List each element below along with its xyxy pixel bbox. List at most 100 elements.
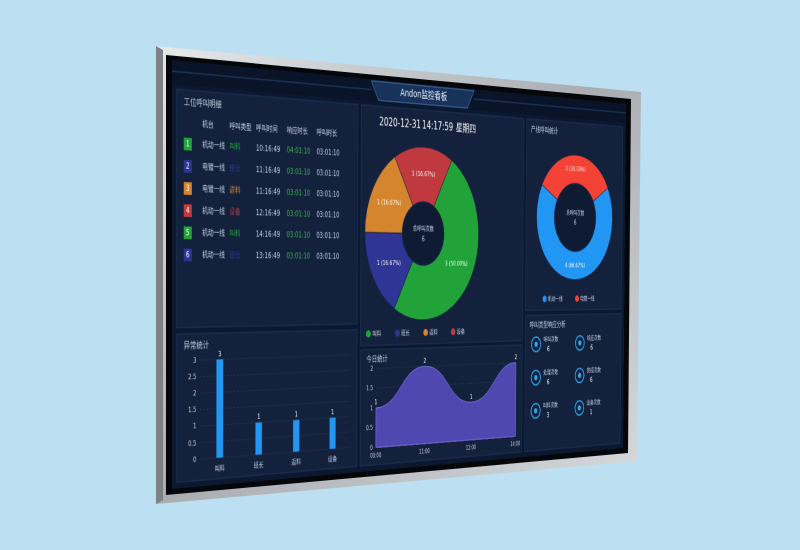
slice-label: 4 (66.67%) <box>565 262 585 269</box>
panel <box>177 330 357 482</box>
slice-label: 2 (33.33%) <box>566 165 586 173</box>
cell: 电镀一线 <box>202 162 225 173</box>
center-value: 6 <box>574 218 577 226</box>
cell: 03:01:10 <box>287 251 311 261</box>
legend-label: 设备 <box>457 327 465 336</box>
stat-label: 处理次数 <box>543 367 558 376</box>
point-value: 1 <box>470 393 473 401</box>
cell: 11:16:49 <box>256 164 281 175</box>
slice-label: 1 (16.67%) <box>377 259 401 267</box>
center-label: 总呼叫次数 <box>413 223 434 232</box>
y-tick-label: 1.5 <box>188 406 196 415</box>
bar-value: 1 <box>295 411 298 419</box>
y-tick-label: 1 <box>193 422 196 431</box>
y-tick-label: 0 <box>193 455 196 464</box>
point-value: 2 <box>515 353 517 361</box>
cell: 13:16:49 <box>256 250 281 260</box>
cell: 14:16:49 <box>256 229 281 239</box>
area <box>376 363 516 448</box>
y-tick-label: 0 <box>370 444 373 452</box>
cell: 03:01:10 <box>316 230 339 240</box>
point-value: 1 <box>375 398 378 406</box>
row-number: 1 <box>186 139 190 149</box>
column-header: 呼叫时间 <box>256 123 278 134</box>
column-header: 呼叫类型 <box>229 121 251 132</box>
center-value: 6 <box>422 234 425 243</box>
row-badge <box>183 248 192 262</box>
cell: 03:01:10 <box>317 168 340 178</box>
stat-value: 6 <box>590 343 593 351</box>
cell: 机动一线 <box>202 140 225 151</box>
cell: 03:01:10 <box>287 230 311 240</box>
stats-title: 呼叫类型响应分析 <box>530 320 566 330</box>
row-number: 5 <box>186 227 190 237</box>
x-tick-label: 12:00 <box>466 445 476 452</box>
y-tick-label: 1 <box>370 404 373 412</box>
bar-value: 3 <box>218 350 221 359</box>
panel <box>360 105 523 346</box>
row-number: 6 <box>186 249 190 259</box>
stat-value: 1 <box>590 408 593 416</box>
date: 2020-12-31 <box>379 115 421 131</box>
column-header: 机台 <box>202 119 213 130</box>
cell: 班长 <box>229 250 240 260</box>
bar-value: 1 <box>331 408 334 416</box>
cell: 03:01:10 <box>316 251 339 260</box>
legend-label: 返料 <box>429 327 438 336</box>
time: 14:17:59 <box>422 119 453 134</box>
weekday: 星期四 <box>456 121 476 135</box>
stat-value: 6 <box>590 375 593 383</box>
y-tick-label: 3 <box>193 356 196 365</box>
cell: 叫料 <box>229 228 240 238</box>
chart-title: 异常统计 <box>184 340 209 352</box>
slice-label: 1 (16.67%) <box>412 170 435 179</box>
slice-label: 1 (16.67%) <box>377 198 401 207</box>
row-badge <box>183 181 192 195</box>
cell: 03:01:10 <box>316 210 339 220</box>
pie-slice <box>395 145 452 207</box>
cell: 机动一线 <box>202 250 225 260</box>
bar-value: 1 <box>257 413 260 422</box>
y-tick-label: 2 <box>193 389 196 398</box>
row-badge <box>183 137 192 151</box>
bar <box>329 417 336 450</box>
legend-label: 机动一线 <box>548 294 563 302</box>
legend-label: 叫料 <box>372 329 381 338</box>
cell: 叫料 <box>229 141 240 151</box>
legend-label: 班长 <box>401 328 410 337</box>
cell: 04:01:10 <box>287 145 311 156</box>
row-number: 3 <box>186 183 190 193</box>
bar <box>293 419 300 452</box>
bezel-side <box>156 46 163 504</box>
title-box <box>371 81 474 109</box>
cell: 10:16:49 <box>256 143 281 154</box>
x-tick-label: 返料 <box>291 457 301 467</box>
panel <box>177 89 358 327</box>
stat-value: 6 <box>547 378 550 386</box>
cell: 返料 <box>229 185 240 195</box>
x-tick-label: 设备 <box>328 454 337 464</box>
cell: 设备 <box>229 207 241 217</box>
cell: 03:01:10 <box>287 209 311 219</box>
stat-label: 叫料次数 <box>543 400 558 409</box>
y-tick-label: 1.5 <box>366 384 373 392</box>
cell: 机动一线 <box>202 228 225 238</box>
cell: 电镀一线 <box>202 184 225 195</box>
slice-label: 3 (50.00%) <box>445 259 468 267</box>
stat-label: 呼叫次数 <box>544 334 559 343</box>
cell: 11:16:49 <box>256 186 281 196</box>
header-bar <box>172 60 627 124</box>
bar <box>255 422 262 455</box>
row-number: 2 <box>186 161 190 171</box>
stat-label: 设备次数 <box>586 398 600 407</box>
y-tick-label: 2.5 <box>188 372 196 381</box>
cell: 03:01:10 <box>317 147 340 158</box>
stat-label: 完成次数 <box>587 365 601 374</box>
row-number: 4 <box>186 205 190 215</box>
bar <box>216 359 224 458</box>
y-tick-label: 2 <box>370 364 373 372</box>
y-tick-label: 0.5 <box>188 439 196 448</box>
table-title: 工位呼叫明细 <box>184 97 222 111</box>
cell: 03:01:10 <box>287 166 311 177</box>
